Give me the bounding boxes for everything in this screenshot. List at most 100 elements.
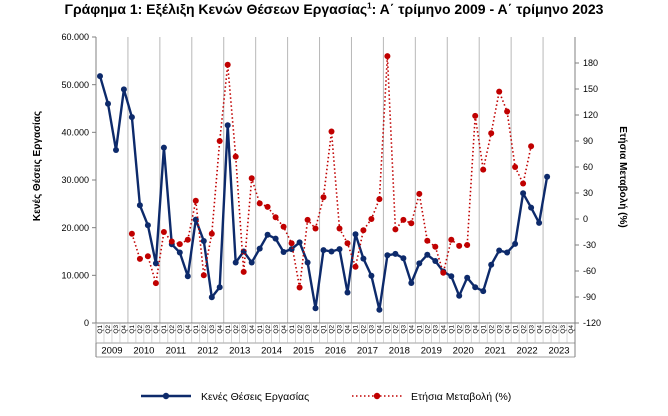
vacancies-data-point <box>136 202 143 209</box>
vacancies-data-point <box>384 252 391 259</box>
annual-change-data-point <box>408 220 415 227</box>
quarter-tick-label: Q3 <box>209 325 216 334</box>
vacancies-data-point <box>200 238 207 244</box>
quarter-tick-label: Q3 <box>432 325 439 334</box>
annual-change-data-point <box>136 255 143 262</box>
annual-change-data-point <box>328 128 335 135</box>
quarter-tick-label: Q1 <box>353 325 360 334</box>
year-tick-label: 2021 <box>485 346 506 357</box>
right-tick-label: 150 <box>583 84 598 94</box>
year-tick-label: 2020 <box>453 346 474 357</box>
quarter-tick-label: Q1 <box>129 325 136 334</box>
quarter-tick-label: Q1 <box>544 325 551 334</box>
quarter-tick-label: Q2 <box>456 325 463 334</box>
right-tick-label: -60 <box>583 266 596 276</box>
year-tick-label: 2019 <box>421 346 442 357</box>
quarter-tick-label: Q1 <box>97 325 104 334</box>
annual-change-data-point <box>416 190 423 197</box>
right-tick-label: -120 <box>583 318 601 328</box>
right-tick-label: -90 <box>583 292 596 302</box>
quarter-tick-label: Q3 <box>177 325 184 334</box>
annual-change-data-point <box>480 166 487 173</box>
annual-change-data-point <box>272 214 279 221</box>
year-tick-label: 2014 <box>261 346 282 357</box>
quarter-tick-label: Q4 <box>121 325 128 334</box>
annual-change-data-point <box>368 216 375 222</box>
quarter-tick-label: Q2 <box>297 325 304 334</box>
annual-change-data-point <box>392 226 399 233</box>
vacancies-data-point <box>105 100 111 107</box>
annual-change-data-point <box>504 108 511 115</box>
grid <box>127 37 544 323</box>
vacancies-data-point <box>320 247 327 254</box>
vacancies-data-point <box>472 284 479 291</box>
year-tick-label: 2011 <box>166 346 186 357</box>
year-tick-label: 2015 <box>293 346 314 357</box>
quarter-tick-label: Q2 <box>393 325 400 334</box>
quarter-tick-label: Q4 <box>504 325 511 334</box>
vacancies-data-point <box>424 251 431 258</box>
annual-change-data-point <box>336 225 343 232</box>
vacancies-data-point <box>392 250 399 257</box>
annual-change-data-point <box>288 240 295 247</box>
right-tick-label: 90 <box>583 136 593 146</box>
annual-change-data-point <box>224 61 231 68</box>
quarter-tick-label: Q3 <box>337 325 344 334</box>
quarter-tick-label: Q1 <box>257 325 264 334</box>
chart-title-period: : Α΄ τρίμηνο 2009 - Α΄ τρίμηνο 2023 <box>371 1 604 17</box>
left-tick-label: 30.000 <box>61 175 89 185</box>
vacancies-data-point <box>264 231 271 238</box>
quarter-tick-label: Q3 <box>401 325 408 334</box>
annual-change-data-point <box>192 197 199 204</box>
vacancies-data-point <box>280 249 287 255</box>
vacancies-data-point <box>544 173 551 180</box>
annual-change-data-point <box>184 236 191 243</box>
quarter-tick-label: Q4 <box>153 325 160 334</box>
quarter-tick-label: Q1 <box>225 325 232 334</box>
right-tick-label: 180 <box>583 58 598 68</box>
vacancies-data-point <box>113 147 119 153</box>
annual-change-data-point <box>376 196 383 203</box>
right-tick-label: 120 <box>583 110 598 120</box>
legend: Κενές Θέσεις Εργασίας Ετήσια Μεταβολή (%… <box>141 391 511 403</box>
annual-change-data-point <box>216 138 223 144</box>
vacancies-data-point <box>496 247 503 254</box>
legend-label-annual-change: Ετήσια Μεταβολή (%) <box>411 391 511 403</box>
quarter-tick-label: Q4 <box>249 325 256 334</box>
vacancies-data-point <box>296 239 303 246</box>
vacancies-data-point <box>256 245 263 252</box>
vacancies-data-point <box>480 288 487 295</box>
annual-change-data-point <box>152 280 159 287</box>
vacancies-data-point <box>248 259 255 266</box>
right-tick-label: -30 <box>583 240 596 250</box>
year-tick-label: 2013 <box>229 346 250 357</box>
quarter-tick-label: Q2 <box>552 325 559 334</box>
quarter-tick-label: Q3 <box>305 325 312 334</box>
year-tick-label: 2018 <box>389 346 410 357</box>
annual-change-data-point <box>360 227 367 234</box>
quarter-tick-label: Q3 <box>496 325 503 334</box>
quarter-tick-label: Q1 <box>417 325 424 334</box>
annual-change-data-point <box>448 236 455 243</box>
quarter-tick-label: Q4 <box>377 325 384 334</box>
annual-change-data-point <box>384 53 391 60</box>
legend-marker-annual-change <box>373 392 381 400</box>
quarter-tick-label: Q3 <box>528 325 535 334</box>
quarter-tick-label: Q1 <box>448 325 455 334</box>
quarter-tick-label: Q4 <box>185 325 192 334</box>
annual-change-data-point <box>312 225 319 232</box>
vacancies-data-point <box>144 222 151 229</box>
quarter-tick-label: Q4 <box>440 325 447 334</box>
vacancies-data-point <box>512 240 519 247</box>
annual-change-data-point <box>456 242 463 249</box>
vacancies-data-point <box>488 261 495 268</box>
left-tick-label: 10.000 <box>61 271 89 281</box>
annual-change-data-point <box>256 200 263 207</box>
annual-change-data-point <box>208 230 215 237</box>
annual-change-data-point <box>304 216 311 223</box>
quarter-tick-label: Q2 <box>520 325 527 334</box>
legend-marker-vacancies <box>162 392 170 400</box>
quarter-tick-label: Q4 <box>568 325 575 334</box>
x-axis-ticks: Q1 Q2 Q3 Q4 Q1 Q2 Q3 Q4 Q1 Q2 Q3 Q4 Q1 Q2 Q3 Q4 Q1 Q2 Q3 Q4… <box>95 323 575 357</box>
